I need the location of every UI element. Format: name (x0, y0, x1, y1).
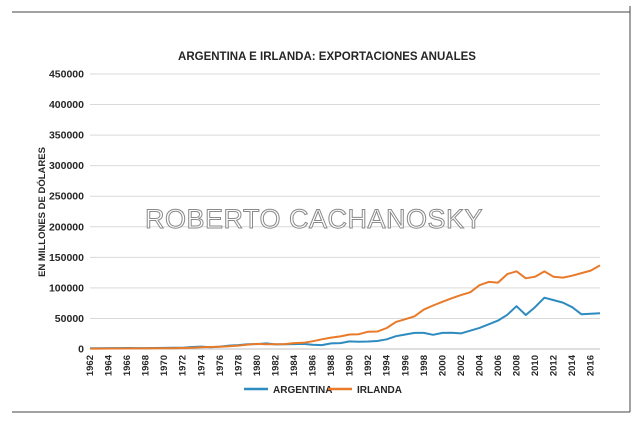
x-tick-label: 2012 (549, 355, 560, 376)
x-tick-label: 1972 (178, 355, 189, 376)
y-tick-label: 150000 (49, 252, 84, 264)
legend: ARGENTINA IRLANDA (244, 385, 402, 396)
y-tick-label: 450000 (49, 69, 84, 81)
gridlines (90, 73, 600, 350)
y-tick-label: 50000 (55, 313, 84, 325)
y-tick-label: 200000 (49, 221, 84, 233)
y-tick-label: 250000 (49, 191, 84, 203)
x-tick-label: 1966 (122, 355, 133, 376)
x-tick-label: 1976 (215, 355, 226, 376)
y-tick-label: 350000 (49, 130, 84, 142)
chart-title: ARGENTINA E IRLANDA: EXPORTACIONES ANUAL… (178, 51, 476, 63)
x-tick-label: 1968 (141, 355, 152, 376)
x-tick-label: 1996 (400, 355, 411, 376)
x-tick-label: 2016 (586, 355, 597, 376)
legend-label-argentina: ARGENTINA (273, 385, 332, 396)
x-tick-label: 2014 (567, 354, 578, 376)
x-tick-label: 1974 (196, 354, 207, 376)
y-axis-ticks: 0 50000 100000 150000 200000 250000 300000 3500… (49, 69, 84, 356)
x-axis-ticks: 1962 1964 1966 1968 1970 1972 1974 1976 1978 1980… (85, 354, 597, 376)
x-tick-label: 1980 (252, 355, 263, 376)
legend-label-irlanda: IRLANDA (357, 385, 402, 396)
series-lines (89, 264, 601, 350)
y-tick-label: 0 (78, 344, 84, 356)
x-tick-label: 1994 (382, 354, 393, 376)
watermark-text: ROBERTO CACHANOSKY (145, 204, 483, 234)
series-line-argentina (89, 296, 601, 350)
x-tick-label: 2006 (493, 355, 504, 376)
x-tick-label: 2000 (437, 355, 448, 376)
x-tick-label: 1988 (326, 355, 337, 376)
x-tick-label: 1984 (289, 354, 300, 376)
x-tick-label: 1998 (419, 355, 430, 376)
y-tick-label: 300000 (49, 160, 84, 172)
x-tick-label: 2002 (456, 355, 467, 376)
x-tick-label: 2010 (530, 355, 541, 376)
x-tick-label: 1962 (85, 355, 96, 376)
y-axis-label: EN MILLONES DE DÓLARES (36, 147, 48, 277)
x-tick-label: 1978 (233, 355, 244, 376)
x-tick-label: 1964 (104, 354, 115, 376)
x-tick-label: 2008 (512, 355, 523, 376)
y-tick-label: 100000 (49, 282, 84, 294)
series-line-irlanda (90, 264, 601, 350)
x-tick-label: 1986 (308, 355, 319, 376)
x-tick-label: 1982 (270, 355, 281, 376)
x-tick-label: 1990 (345, 355, 356, 376)
y-tick-label: 400000 (49, 99, 84, 111)
x-tick-label: 2004 (474, 354, 485, 376)
x-tick-label: 1970 (159, 355, 170, 376)
x-tick-label: 1992 (363, 355, 374, 376)
